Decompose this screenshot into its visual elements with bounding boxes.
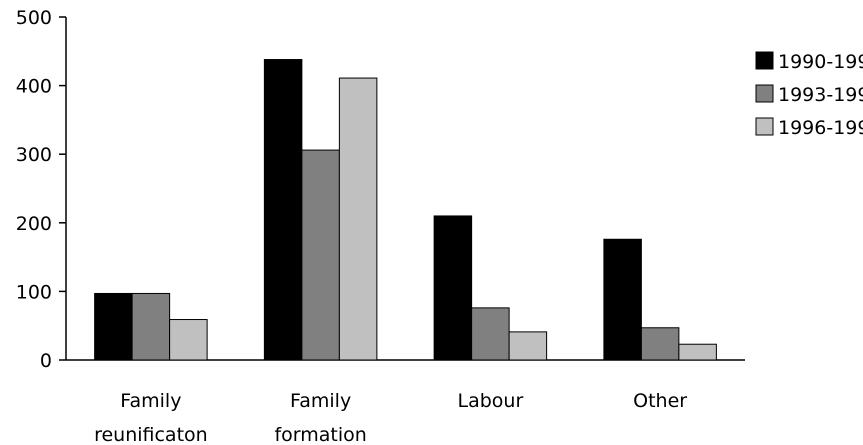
legend-swatch bbox=[755, 51, 774, 70]
bar-1990-1992-0 bbox=[94, 292, 133, 361]
x-axis-category-labels: Family reunificaton Family formation Labour O… bbox=[94, 390, 687, 445]
legend: 1990-1992 1993-1995 1996-1998 bbox=[755, 51, 863, 139]
bar-1996-1998-0 bbox=[169, 319, 208, 361]
category-label: Other bbox=[633, 390, 687, 412]
y-axis-ticks: 0 100 200 300 400 500 bbox=[16, 7, 66, 372]
y-tick-label: 0 bbox=[40, 350, 52, 372]
bar-1993-1995-1 bbox=[301, 149, 340, 361]
bar-1993-1995-2 bbox=[471, 307, 510, 361]
legend-label: 1993-1995 bbox=[778, 84, 863, 106]
legend-label: 1990-1992 bbox=[778, 51, 863, 73]
category-label: Labour bbox=[457, 390, 523, 412]
category-label: Family bbox=[120, 390, 181, 412]
legend-swatch bbox=[755, 84, 774, 103]
y-tick-label: 400 bbox=[16, 76, 52, 98]
bar-1990-1992-3 bbox=[603, 238, 642, 361]
bar-1990-1992-2 bbox=[433, 215, 473, 361]
bar-1996-1998-1 bbox=[338, 77, 378, 361]
y-tick-label: 100 bbox=[16, 281, 52, 303]
bar-1990-1992-1 bbox=[263, 59, 303, 361]
bar-1993-1995-3 bbox=[640, 327, 680, 361]
category-label: reunificaton bbox=[94, 424, 208, 445]
y-tick-label: 300 bbox=[16, 144, 52, 166]
category-label: Family bbox=[290, 390, 351, 412]
category-label: formation bbox=[274, 424, 366, 445]
bar-series-group bbox=[94, 59, 717, 361]
legend-swatch bbox=[755, 117, 774, 136]
y-tick-label: 200 bbox=[16, 213, 52, 235]
legend-label: 1996-1998 bbox=[778, 117, 863, 139]
bar-1993-1995-0 bbox=[131, 292, 171, 361]
y-tick-label: 500 bbox=[16, 7, 52, 29]
bar-1996-1998-2 bbox=[508, 331, 548, 361]
bar-1996-1998-3 bbox=[678, 343, 717, 361]
